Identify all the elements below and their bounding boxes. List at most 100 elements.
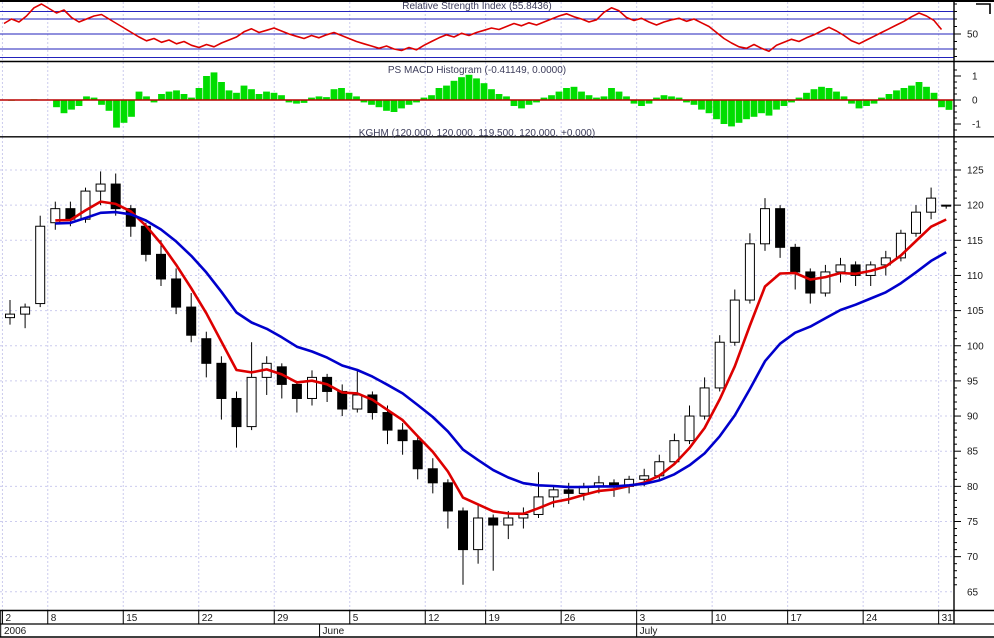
macd-histogram-bar — [338, 88, 345, 100]
price-axis-label: 125 — [967, 166, 984, 177]
macd-histogram-bar — [300, 100, 308, 103]
macd-histogram-bar — [675, 97, 683, 100]
macd-histogram-bar — [165, 91, 173, 100]
candle-down — [216, 362, 227, 399]
candle-down — [382, 412, 393, 431]
macd-histogram-bar — [683, 100, 690, 103]
macd-histogram-bar — [780, 100, 788, 106]
price-axis-label: 115 — [967, 236, 983, 247]
corner-widget — [976, 3, 991, 14]
price-axis-label: 120 — [967, 201, 984, 212]
macd-histogram-bar — [315, 96, 323, 100]
macd-histogram-bar — [98, 100, 105, 105]
candle-down — [412, 440, 423, 470]
candle-up — [95, 183, 106, 192]
macd-histogram-bar — [473, 78, 480, 100]
candle-up — [80, 190, 91, 220]
macd-histogram-bar — [120, 100, 128, 123]
macd-histogram-bar — [218, 82, 225, 100]
macd-histogram-bar — [945, 100, 953, 110]
macd-histogram-bar — [870, 100, 878, 104]
macd-histogram-bar — [608, 88, 615, 100]
macd-histogram-bar — [840, 96, 848, 100]
price-axis-label: 90 — [967, 412, 979, 423]
date-year-label: 2006 — [4, 626, 27, 637]
candle-down — [442, 482, 453, 512]
macd-histogram-bar — [398, 100, 405, 109]
date-week-label: 24 — [866, 613, 878, 624]
macd-histogram-bar — [263, 91, 270, 100]
macd-histogram-bar — [195, 88, 203, 100]
macd-histogram-bar — [803, 92, 810, 100]
macd-histogram-bar — [210, 72, 218, 100]
macd-histogram-bar — [188, 97, 195, 100]
rsi-panel — [0, 3, 954, 58]
candle-down — [171, 278, 182, 308]
macd-histogram-bar — [293, 100, 300, 104]
macd-histogram-bar — [353, 96, 360, 100]
candle-up — [895, 232, 906, 259]
macd-histogram-bar — [900, 88, 908, 100]
macd-histogram-bar — [833, 91, 840, 100]
candle-up — [639, 475, 650, 480]
date-week-label: 31 — [942, 613, 954, 624]
macd-histogram-bar — [750, 100, 758, 117]
candle-down — [337, 390, 348, 410]
candle-up — [669, 440, 680, 463]
ema-fast-line — [55, 200, 947, 516]
macd-histogram-bar — [360, 100, 368, 103]
macd-histogram-bar — [383, 100, 390, 111]
macd-histogram-bar — [53, 100, 60, 108]
macd-histogram-bar — [743, 100, 750, 120]
macd-histogram-bar — [308, 97, 315, 100]
date-week-label: 2 — [5, 613, 11, 624]
macd-histogram-bar — [915, 82, 923, 100]
macd-histogram-bar — [495, 94, 503, 100]
candle-down — [186, 306, 197, 336]
macd-histogram-bar — [128, 100, 135, 117]
macd-histogram-bar — [548, 95, 555, 100]
macd-histogram-bar — [623, 96, 630, 100]
macd-histogram-bar — [435, 88, 443, 100]
date-week-label: 8 — [51, 613, 57, 624]
macd-histogram-bar — [270, 92, 278, 100]
macd-histogram-bar — [645, 100, 653, 104]
macd-histogram-bar — [765, 100, 773, 116]
candle-down — [790, 246, 801, 273]
macd-histogram-bar — [518, 100, 525, 109]
macd-histogram-bar — [480, 83, 488, 100]
macd-histogram-bar — [698, 100, 705, 110]
macd-histogram-bar — [83, 96, 90, 100]
candle-up — [20, 306, 31, 315]
macd-histogram-bar — [60, 100, 68, 114]
macd-histogram-bar — [323, 97, 330, 100]
macd-histogram-bar — [240, 85, 248, 100]
macd-histogram-bar — [510, 100, 518, 106]
macd-histogram-bar — [135, 91, 143, 100]
price-axis-label: 95 — [967, 376, 979, 387]
value-axis: 125 120 115 110 105 100 95 90 85 80 75 70 65 50 1 0 -1 — [953, 0, 984, 624]
macd-histogram-bar — [593, 97, 600, 100]
macd-histogram-bar — [585, 95, 593, 100]
rsi-line — [3, 3, 943, 53]
macd-histogram-bar — [600, 96, 608, 100]
macd-histogram-bar — [405, 100, 413, 105]
candle-down — [427, 468, 438, 484]
date-week-label: 15 — [126, 613, 138, 624]
candle-up — [503, 517, 514, 526]
macd-histogram-bar — [615, 91, 623, 100]
candle-up — [911, 211, 921, 234]
date-week-label: 10 — [715, 613, 727, 624]
macd-histogram-bar — [285, 100, 293, 103]
macd-histogram-bar — [795, 97, 803, 100]
macd-histogram-bar — [525, 100, 533, 105]
macd-histogram-bar — [758, 100, 765, 114]
date-week-label: 22 — [202, 613, 214, 624]
macd-histogram-bar — [855, 100, 863, 109]
candle-up — [307, 376, 317, 399]
candle-down — [291, 383, 302, 399]
macd-histogram-bar — [330, 89, 338, 100]
rsi-axis-label: 50 — [967, 30, 979, 41]
macd-histogram-bar — [113, 100, 120, 128]
